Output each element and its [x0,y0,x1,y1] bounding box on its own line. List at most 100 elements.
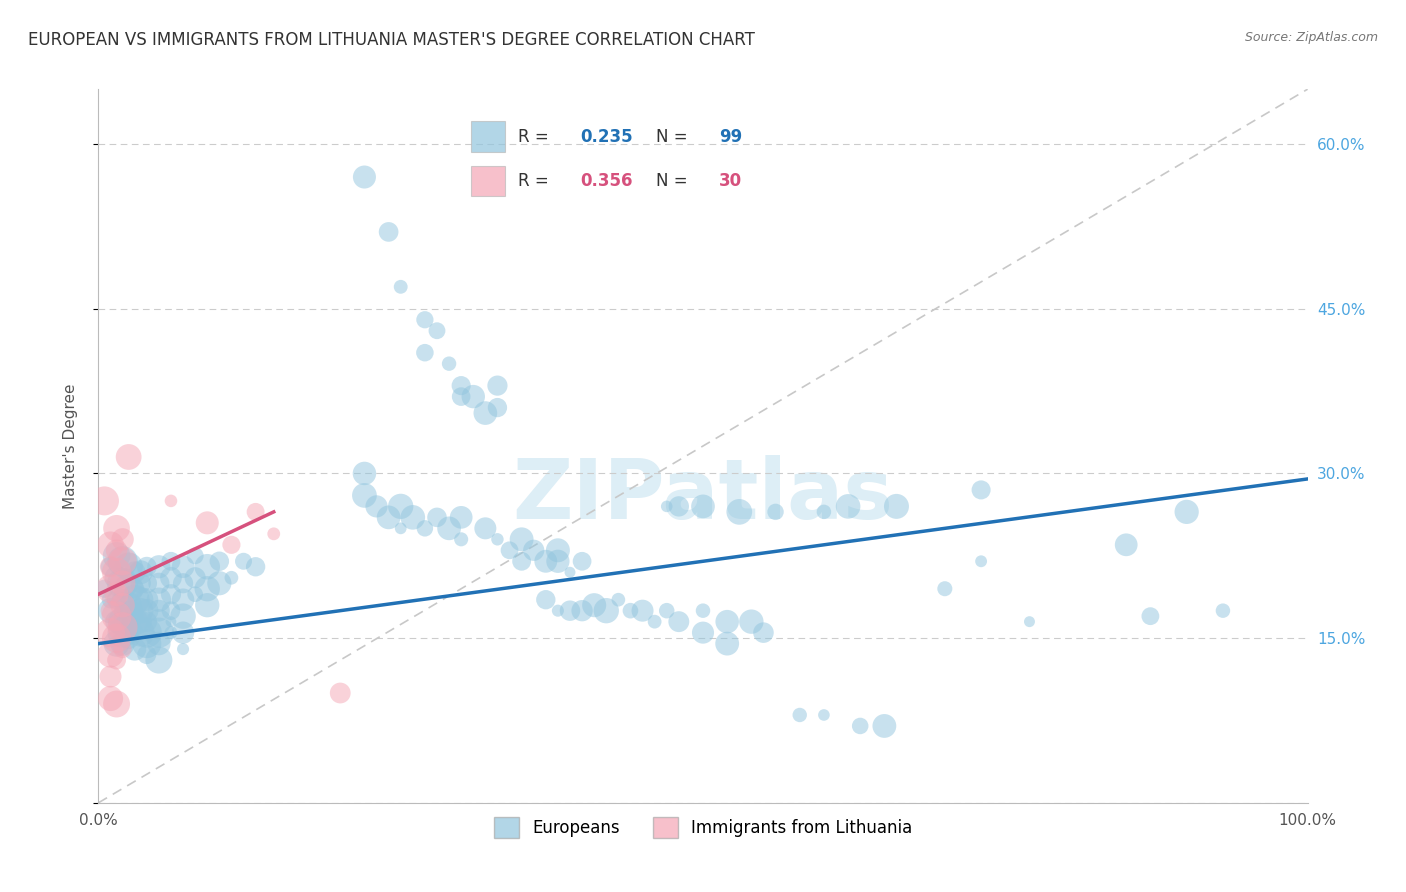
Point [148,576,170,591]
Point [366,500,388,514]
Point [105,521,128,535]
Point [111,554,134,568]
Point [389,280,412,294]
Point [100,669,122,683]
Point [195,582,218,596]
Point [111,598,134,612]
Point [135,592,157,607]
Point [377,225,399,239]
Point [1018,615,1040,629]
Point [692,625,714,640]
Point [873,719,896,733]
Point [160,604,183,618]
Point [450,378,472,392]
Point [450,510,472,524]
Point [849,719,872,733]
Point [111,604,134,618]
Point [129,566,152,580]
Point [160,554,183,568]
Point [221,571,243,585]
Point [172,625,194,640]
Point [148,653,170,667]
Point [668,615,690,629]
Point [111,554,134,568]
Point [195,598,218,612]
Y-axis label: Master's Degree: Master's Degree [63,384,77,508]
Point [100,625,122,640]
Point [728,505,751,519]
Point [160,494,183,508]
Point [160,571,183,585]
Point [534,592,557,607]
Point [583,598,606,612]
Point [100,582,122,596]
Point [105,697,128,711]
Point [105,543,128,558]
Point [129,576,152,591]
Point [148,592,170,607]
Point [148,559,170,574]
Point [668,500,690,514]
Point [111,533,134,547]
Point [105,571,128,585]
Text: EUROPEAN VS IMMIGRANTS FROM LITHUANIA MASTER'S DEGREE CORRELATION CHART: EUROPEAN VS IMMIGRANTS FROM LITHUANIA MA… [28,31,755,49]
Point [129,625,152,640]
Point [463,390,485,404]
Point [105,587,128,601]
Point [486,533,509,547]
Point [413,521,436,535]
Point [389,500,412,514]
Point [765,505,787,519]
Point [111,576,134,591]
Point [195,559,218,574]
Point [93,494,115,508]
Point [1139,609,1161,624]
Point [100,559,122,574]
Point [631,604,654,618]
Point [837,500,859,514]
Point [486,378,509,392]
Point [534,554,557,568]
Point [160,615,183,629]
Point [886,500,908,514]
Point [450,390,472,404]
Point [100,604,122,618]
Legend: Europeans, Immigrants from Lithuania: Europeans, Immigrants from Lithuania [486,811,920,845]
Point [172,592,194,607]
Point [184,587,207,601]
Point [124,582,146,596]
Point [389,521,412,535]
Point [184,571,207,585]
Point [172,576,194,591]
Point [426,510,449,524]
Point [111,615,134,629]
Point [813,505,835,519]
Point [105,631,128,645]
Text: Source: ZipAtlas.com: Source: ZipAtlas.com [1244,31,1378,45]
Point [208,576,231,591]
Point [813,708,835,723]
Point [558,566,581,580]
Point [474,406,496,420]
Point [105,653,128,667]
Point [547,604,569,618]
Point [148,637,170,651]
Point [377,510,399,524]
Point [135,625,157,640]
Point [595,604,617,618]
Point [105,609,128,624]
Point [402,510,425,524]
Point [1212,604,1234,618]
Point [118,620,141,634]
Point [135,576,157,591]
Point [510,554,533,568]
Point [329,686,352,700]
Point [124,642,146,657]
Point [655,604,678,618]
Point [547,554,569,568]
Point [100,648,122,662]
Point [245,505,267,519]
Point [716,615,738,629]
Point [474,521,496,535]
Point [135,559,157,574]
